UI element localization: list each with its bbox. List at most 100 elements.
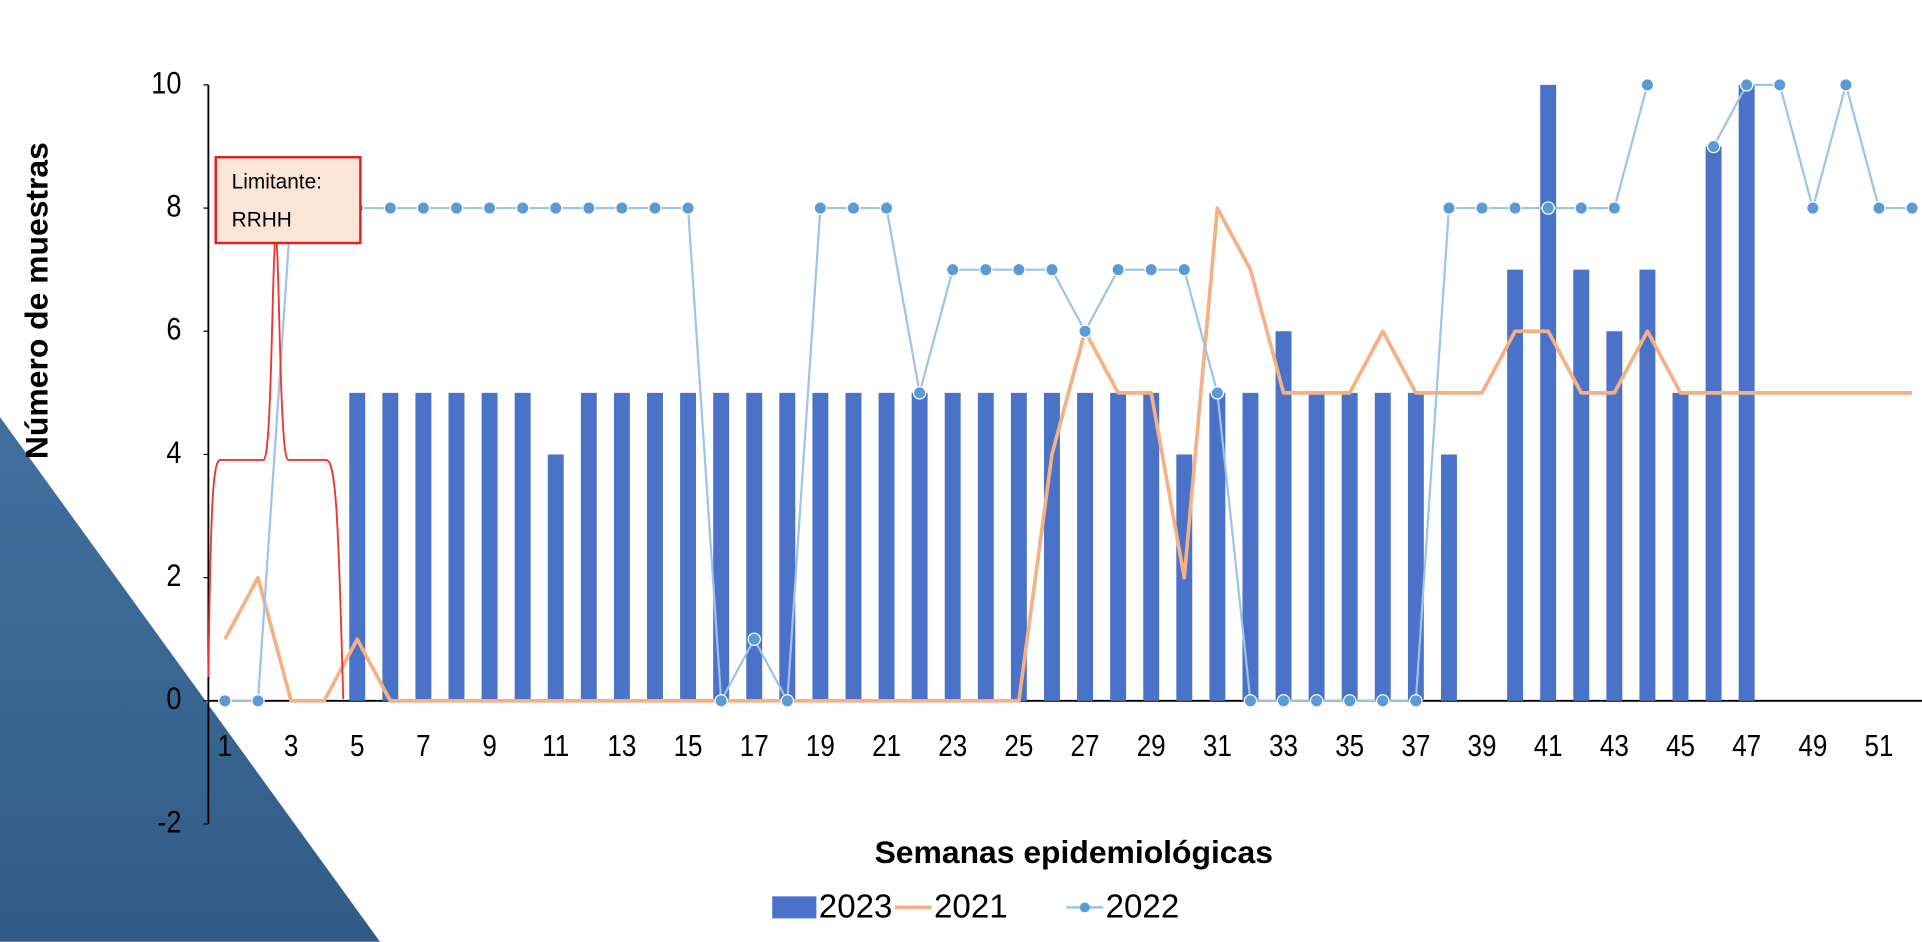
x-tick-label: 23: [938, 729, 967, 763]
bar: [912, 393, 928, 701]
bar: [1309, 393, 1325, 701]
bar: [449, 393, 465, 701]
chart: -202468101357911131517192123252729313335…: [0, 0, 1922, 942]
x-tick-label: 5: [350, 729, 364, 763]
x-tick-label: 3: [284, 729, 298, 763]
marker: [1344, 695, 1356, 707]
bar: [945, 393, 961, 701]
bar: [349, 393, 365, 701]
marker: [914, 387, 926, 399]
bar: [978, 393, 994, 701]
marker: [583, 202, 595, 214]
line: [225, 208, 1912, 701]
bar: [1441, 454, 1457, 700]
x-tick-label: 47: [1732, 729, 1761, 763]
marker: [1840, 79, 1852, 91]
bar: [1408, 393, 1424, 701]
marker: [1873, 202, 1885, 214]
marker: [748, 633, 760, 645]
bar: [879, 393, 895, 701]
bar: [515, 393, 531, 701]
bar: [382, 393, 398, 701]
y-tick-label: 6: [166, 312, 181, 348]
y-tick-label: 8: [166, 188, 181, 224]
bar: [1143, 393, 1159, 701]
marker: [219, 695, 231, 707]
plot: -202468101357911131517192123252729313335…: [151, 65, 1922, 840]
x-tick-label: 21: [872, 729, 901, 763]
marker: [1542, 202, 1554, 214]
x-tick-label: 35: [1335, 729, 1364, 763]
marker: [252, 695, 264, 707]
x-tick-label: 17: [740, 729, 769, 763]
marker: [847, 202, 859, 214]
marker: [384, 202, 396, 214]
marker: [1046, 264, 1058, 276]
marker: [1774, 79, 1786, 91]
marker: [1807, 202, 1819, 214]
marker: [1211, 387, 1223, 399]
x-tick-label: 13: [607, 729, 636, 763]
bar: [581, 393, 597, 701]
marker: [649, 202, 661, 214]
legend-label: 2022: [1106, 888, 1180, 925]
x-tick-label: 33: [1269, 729, 1298, 763]
x-axis-title: Semanas epidemiológicas: [875, 834, 1273, 870]
x-tick-label: 31: [1203, 729, 1232, 763]
x-tick-label: 29: [1137, 729, 1166, 763]
bar: [1540, 85, 1556, 701]
marker: [980, 264, 992, 276]
bar: [647, 393, 663, 701]
marker: [814, 202, 826, 214]
bar: [482, 393, 498, 701]
bar: [1606, 331, 1622, 701]
bar: [548, 454, 564, 700]
bar: [1342, 393, 1358, 701]
x-tick-label: 1: [218, 729, 232, 763]
legend-swatch: [772, 896, 816, 918]
marker: [1741, 79, 1753, 91]
x-tick-label: 9: [482, 729, 496, 763]
marker: [1575, 202, 1587, 214]
bar: [1673, 393, 1689, 701]
legend-marker: [1080, 902, 1090, 912]
legend-label: 2023: [819, 888, 893, 925]
x-tick-label: 7: [416, 729, 430, 763]
x-tick-label: 27: [1071, 729, 1100, 763]
marker: [483, 202, 495, 214]
marker: [1707, 140, 1719, 152]
bar: [680, 393, 696, 701]
y-tick-label: 2: [166, 558, 181, 594]
marker: [1310, 695, 1322, 707]
marker: [682, 202, 694, 214]
bar: [1110, 393, 1126, 701]
bar: [812, 393, 828, 701]
x-tick-label: 49: [1798, 729, 1827, 763]
marker: [450, 202, 462, 214]
annotation-text: Limitante:: [232, 170, 322, 193]
legend-label: 2021: [934, 888, 1008, 925]
marker: [1377, 695, 1389, 707]
marker: [1410, 695, 1422, 707]
marker: [616, 202, 628, 214]
annotation-text: RRHH: [232, 208, 292, 231]
bar: [1706, 146, 1722, 700]
bar: [713, 393, 729, 701]
marker: [1145, 264, 1157, 276]
marker: [1509, 202, 1521, 214]
x-tick-label: 51: [1865, 729, 1894, 763]
marker: [1013, 264, 1025, 276]
x-tick-label: 43: [1600, 729, 1629, 763]
bar: [614, 393, 630, 701]
x-tick-label: 39: [1468, 729, 1497, 763]
marker: [880, 202, 892, 214]
bar: [415, 393, 431, 701]
marker: [1608, 202, 1620, 214]
marker: [1476, 202, 1488, 214]
x-tick-label: 11: [542, 729, 569, 763]
y-tick-label: 0: [166, 681, 181, 717]
background-shape: [0, 417, 380, 942]
bar: [1573, 270, 1589, 701]
marker: [1277, 695, 1289, 707]
marker: [1244, 695, 1256, 707]
